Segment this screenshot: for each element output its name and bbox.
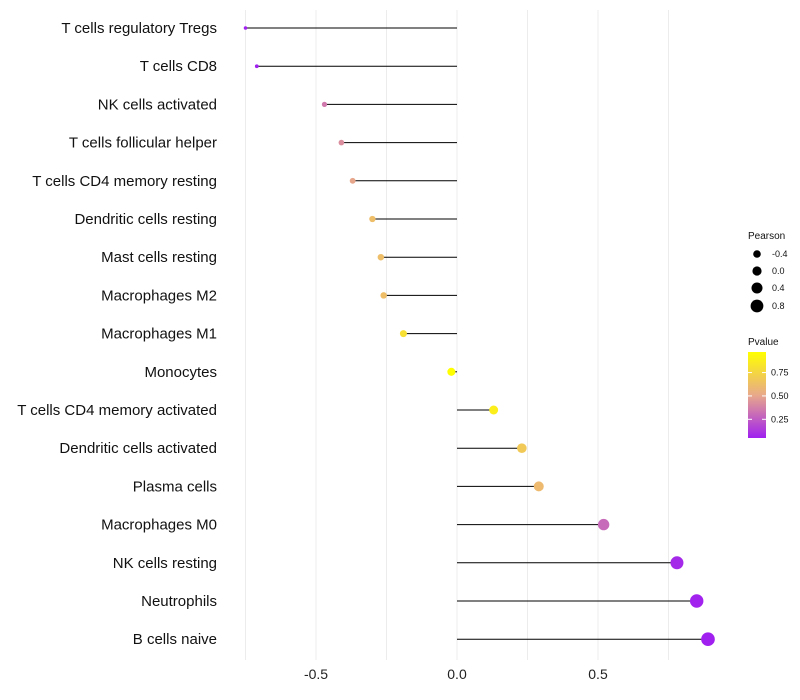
data-point [399, 330, 407, 338]
data-point [517, 443, 527, 453]
category-labels: T cells regulatory Tregs T cells CD8 NK ce… [17, 20, 217, 648]
size-legend-label: 0.4 [772, 283, 785, 293]
data-point [377, 253, 385, 261]
category-label: T cells CD4 memory resting [32, 173, 217, 190]
category-label: NK cells resting [113, 555, 217, 572]
category-label: Neutrophils [141, 593, 217, 610]
category-label: Dendritic cells activated [59, 440, 217, 457]
size-legend-key [752, 266, 762, 276]
data-point [243, 26, 248, 30]
size-legend-key [751, 282, 763, 294]
data-point [670, 556, 684, 570]
point-layer [243, 26, 715, 647]
x-axis-ticks: -0.5 0.0 0.5 [304, 666, 608, 682]
grid-layer [245, 10, 669, 660]
category-label: Macrophages M2 [101, 287, 217, 304]
data-point [380, 292, 387, 299]
data-point [689, 594, 704, 608]
data-point [254, 64, 259, 69]
color-legend-bar [748, 352, 766, 438]
category-label: T cells CD8 [140, 58, 217, 75]
color-legend-label: 0.25 [771, 414, 789, 424]
color-legend-title: Pvalue [748, 337, 779, 348]
data-point [489, 405, 499, 415]
x-tick-label: 0.0 [447, 666, 467, 682]
data-point [533, 481, 544, 492]
color-legend-label: 0.75 [771, 368, 789, 378]
x-tick-label: -0.5 [304, 666, 328, 682]
size-legend-label: -0.4 [772, 249, 788, 259]
category-label: NK cells activated [98, 96, 217, 113]
category-label: Monocytes [144, 364, 217, 381]
category-label: B cells naive [133, 631, 217, 648]
data-point [701, 632, 715, 647]
category-label: Macrophages M0 [101, 517, 217, 534]
size-legend-label: 0.8 [772, 301, 785, 311]
color-legend-label: 0.50 [771, 391, 789, 401]
size-legend-key [750, 299, 764, 313]
data-point [338, 139, 345, 146]
size-legend: Pearson -0.4 0.0 0.4 0.8 [748, 231, 788, 313]
data-point [447, 367, 456, 376]
category-label: T cells regulatory Tregs [61, 20, 217, 37]
category-label: Mast cells resting [101, 249, 217, 266]
x-tick-label: 0.5 [588, 666, 608, 682]
category-label: Dendritic cells resting [74, 211, 217, 228]
category-label: Macrophages M1 [101, 326, 217, 343]
color-legend: Pvalue 0.75 0.50 0.25 [748, 337, 789, 438]
data-point [369, 215, 376, 223]
size-legend-title: Pearson [748, 231, 785, 242]
data-point [597, 518, 610, 531]
category-label: T cells follicular helper [69, 135, 217, 152]
data-point [349, 177, 356, 184]
category-label: T cells CD4 memory activated [17, 402, 217, 419]
stem-layer [245, 27, 708, 640]
data-point [321, 101, 328, 108]
size-legend-label: 0.0 [772, 266, 785, 276]
category-label: Plasma cells [133, 478, 217, 495]
size-legend-key [753, 250, 761, 258]
